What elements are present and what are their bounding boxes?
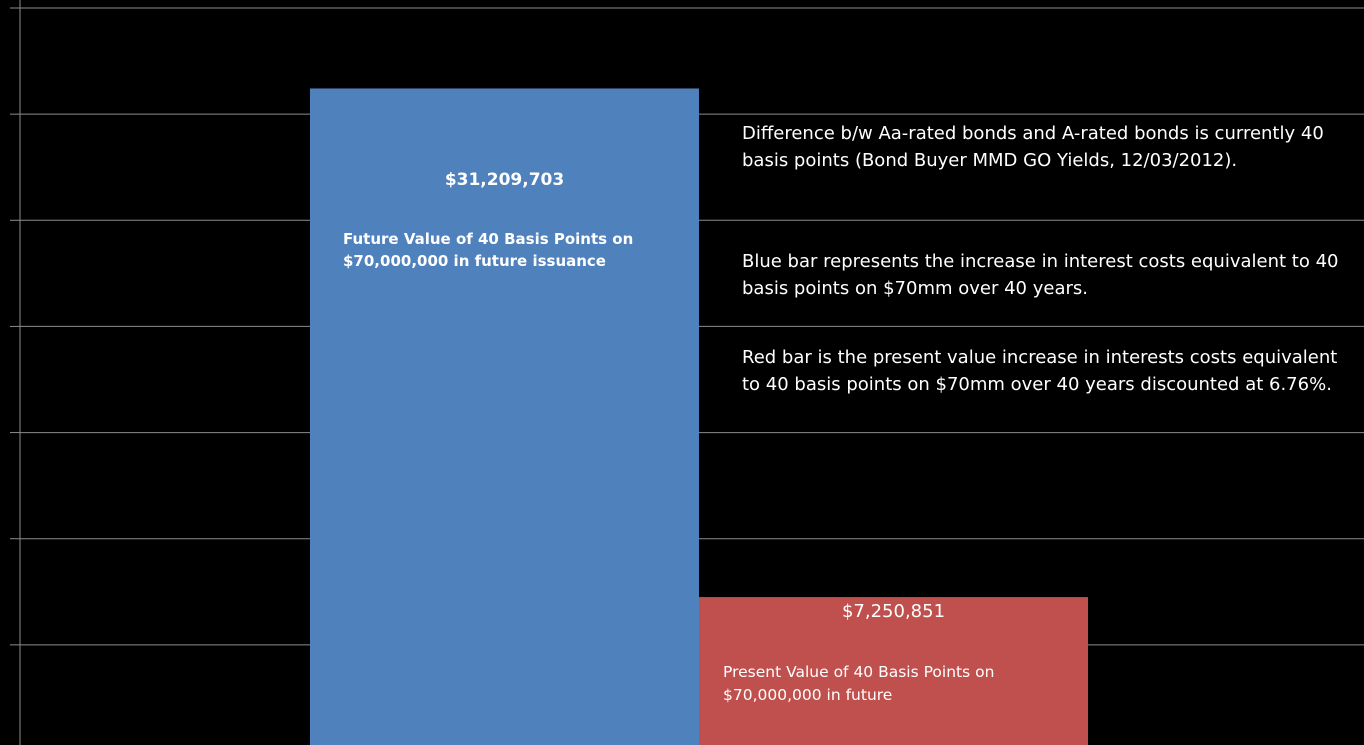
bar [310, 88, 699, 745]
category-label: Present Value of 40 Basis Points on $70,… [723, 663, 995, 705]
value-label: $31,209,703 [444, 170, 565, 191]
category-label: Future Value of 40 Basis Points on $70,0… [343, 230, 634, 271]
value-label: $7,250,851 [841, 601, 946, 623]
annotation: Difference b/w Aa-rated bonds and A-rate… [742, 123, 1324, 171]
annotation: Blue bar represents the increase in inte… [742, 251, 1339, 299]
annotation: Red bar is the present value increase in… [742, 347, 1338, 395]
bar [699, 597, 1088, 745]
